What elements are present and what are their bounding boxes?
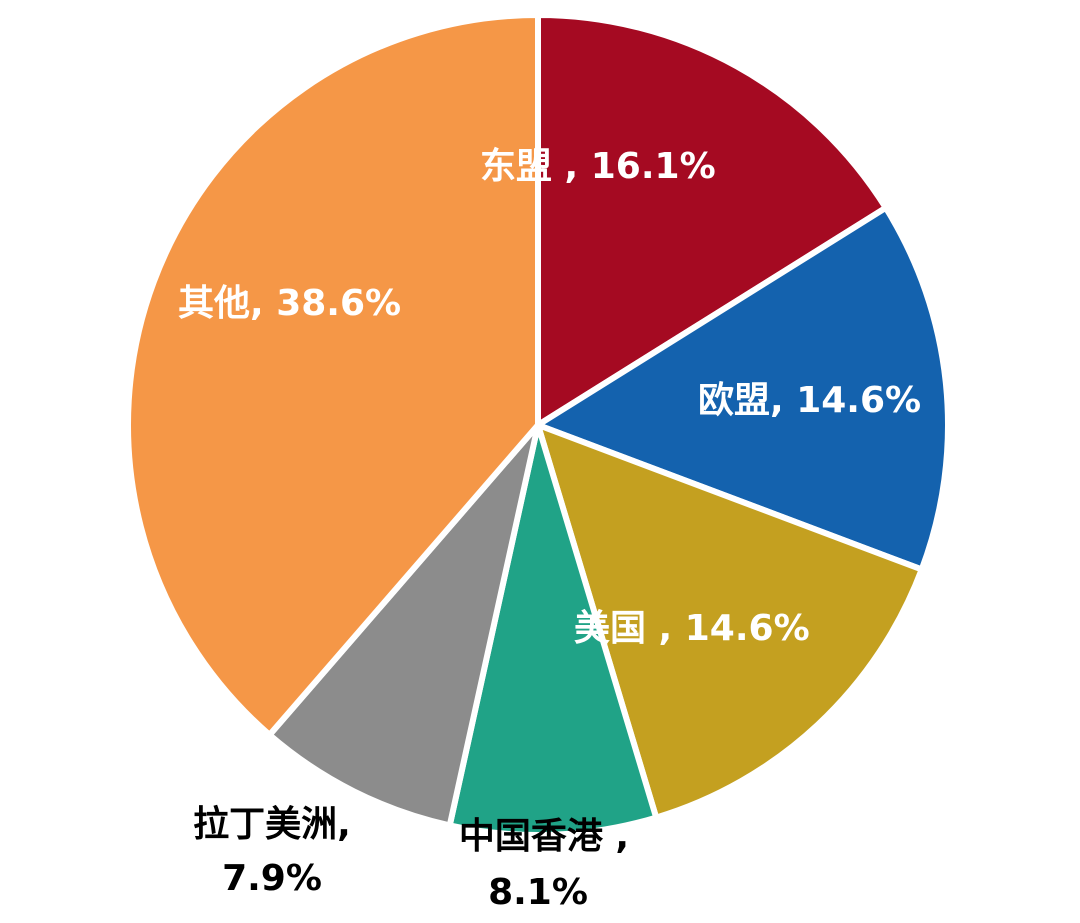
labels-layer: 东盟 , 16.1% 欧盟, 14.6% 美国 , 14.6% 中国香港 , 8.1% 拉… — [178, 146, 921, 913]
pie-slice-latin-america — [266, 422, 541, 829]
pie-slice-others — [125, 12, 541, 738]
pie-slice-asean — [535, 12, 889, 428]
data-label-asean: 东盟 , 16.1% — [480, 146, 716, 187]
pie-slice-hong-kong — [446, 422, 660, 838]
data-label-usa: 美国 , 14.6% — [574, 608, 810, 649]
data-label-latin-america-line-1: 拉丁美洲, — [193, 804, 351, 845]
slices-layer — [125, 12, 951, 838]
data-label-eu: 欧盟, 14.6% — [698, 380, 921, 421]
data-label-hong-kong-line-2: 8.1% — [488, 872, 588, 913]
data-label-hong-kong-line-1: 中国香港 , — [459, 816, 629, 857]
pie-slice-usa — [535, 422, 925, 821]
data-label-others: 其他, 38.6% — [178, 283, 401, 324]
pie-slice-eu — [535, 204, 951, 573]
data-label-latin-america-line-2: 7.9% — [222, 858, 322, 899]
